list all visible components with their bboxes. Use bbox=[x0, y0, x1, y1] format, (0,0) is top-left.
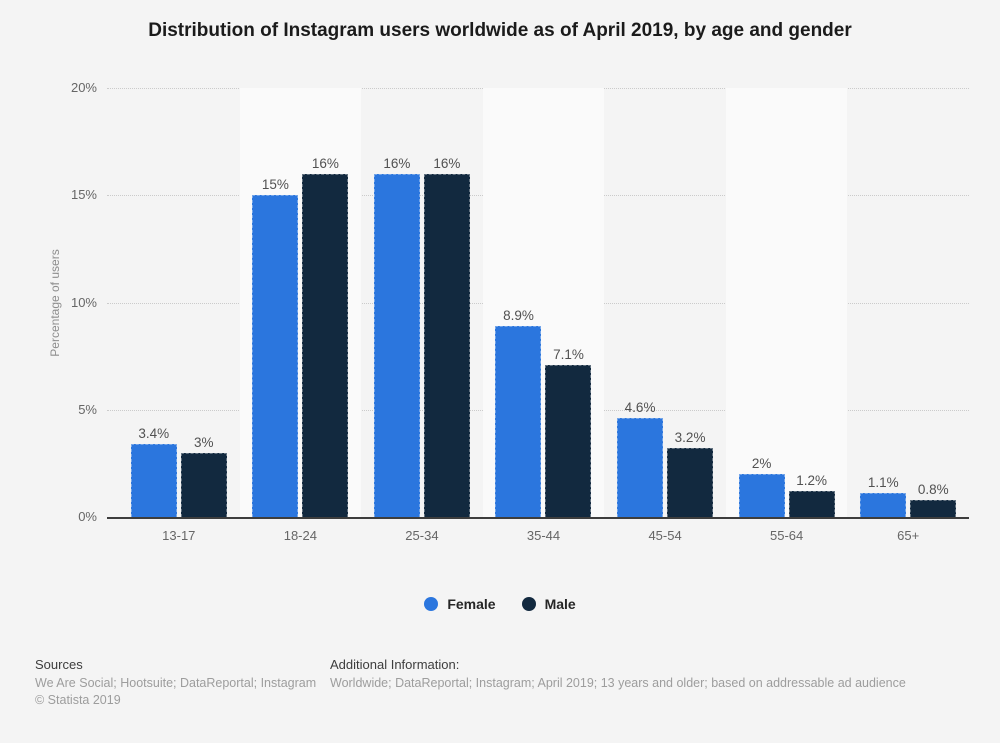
y-axis-tick-label: 15% bbox=[70, 187, 97, 203]
bar-value-label: 3% bbox=[194, 434, 214, 450]
bar-value-label: 8.9% bbox=[503, 308, 534, 324]
category-group-35-44: 35-44 8.9% 7.1% bbox=[482, 88, 605, 543]
legend-marker-male bbox=[521, 597, 536, 611]
additional-info-heading: Additional Information: bbox=[330, 657, 460, 672]
category-group-13-17: 13-17 3.4% 3% bbox=[118, 88, 240, 543]
bar-value-label: 7.1% bbox=[553, 346, 584, 362]
bar-male-45-54[interactable]: 3.2% bbox=[667, 430, 714, 517]
bar-male-65+[interactable]: 0.8% bbox=[910, 482, 957, 517]
legend-label: Female bbox=[447, 596, 496, 612]
plot-area: Percentage of users 0% 5% 10% 15% 20% 13-17 3.… bbox=[48, 80, 969, 543]
bar-value-label: 3.4% bbox=[138, 426, 170, 442]
bar-female-65+[interactable]: 1.1% bbox=[860, 475, 907, 517]
copyright-text: © Statista 2019 bbox=[35, 693, 121, 707]
bar-male-35-44[interactable]: 7.1% bbox=[545, 347, 592, 517]
bar-male-25-34[interactable]: 16% bbox=[423, 156, 470, 517]
y-axis-tick-label: 20% bbox=[70, 80, 97, 95]
x-axis-label: 25-34 bbox=[405, 528, 439, 543]
bar-female-13-17[interactable]: 3.4% bbox=[130, 426, 177, 517]
bar-value-label: 1.1% bbox=[867, 475, 899, 491]
legend-marker-female bbox=[424, 597, 439, 611]
bar-female-18-24[interactable]: 15% bbox=[252, 177, 299, 517]
category-group-45-54: 45-54 4.6% 3.2% bbox=[604, 88, 726, 543]
bar-value-label: 0.8% bbox=[917, 481, 949, 497]
bar-male-18-24[interactable]: 16% bbox=[302, 156, 349, 517]
y-axis-tick-label: 10% bbox=[70, 294, 97, 310]
sources-text: We Are Social; Hootsuite; DataReportal; … bbox=[35, 676, 317, 690]
legend-label: Male bbox=[544, 596, 576, 612]
bar-female-35-44[interactable]: 8.9% bbox=[495, 308, 542, 517]
x-axis-label: 13-17 bbox=[162, 528, 196, 543]
sources-block: Sources We Are Social; Hootsuite; DataRe… bbox=[35, 656, 316, 709]
category-group-25-34: 25-34 16% 16% bbox=[361, 88, 483, 543]
bar-female-25-34[interactable]: 16% bbox=[373, 156, 420, 517]
category-group-55-64: 55-64 2% 1.2% bbox=[725, 88, 848, 543]
bar-value-label: 2% bbox=[751, 456, 772, 472]
x-axis-label: 65+ bbox=[897, 528, 920, 543]
category-group-18-24: 18-24 15% 16% bbox=[239, 88, 362, 543]
bar-male-55-64[interactable]: 1.2% bbox=[788, 473, 835, 517]
bar-value-label: 16% bbox=[383, 155, 411, 171]
legend-item-female[interactable]: Female bbox=[424, 596, 496, 612]
x-axis-label: 35-44 bbox=[526, 528, 561, 543]
bar-value-label: 16% bbox=[433, 155, 461, 171]
y-axis-tick-label: 5% bbox=[78, 401, 97, 417]
legend-item-male[interactable]: Male bbox=[521, 596, 576, 612]
category-group-65+: 65+ 1.1% 0.8% bbox=[847, 88, 969, 543]
legend: Female Male bbox=[0, 596, 1000, 612]
y-axis-tick-label: 0% bbox=[78, 509, 97, 524]
bar-female-45-54[interactable]: 4.6% bbox=[617, 400, 664, 517]
bar-value-label: 16% bbox=[311, 155, 339, 171]
bar-value-label: 15% bbox=[261, 177, 289, 193]
category-cells: 13-17 3.4% 3% 18-24 15% 16% 25-34 16% 16% 35-44 8.… bbox=[118, 88, 969, 543]
x-axis-label: 45-54 bbox=[648, 528, 682, 543]
sources-heading: Sources bbox=[35, 657, 83, 672]
bar-value-label: 3.2% bbox=[674, 430, 706, 446]
bar-value-label: 4.6% bbox=[624, 400, 656, 416]
chart-title: Distribution of Instagram users worldwid… bbox=[148, 20, 852, 41]
additional-info-text: Worldwide; DataReportal; Instagram; Apri… bbox=[330, 676, 906, 690]
x-axis-label: 18-24 bbox=[283, 528, 317, 543]
additional-info-block: Additional Information: Worldwide; DataR… bbox=[330, 656, 906, 692]
bar-female-55-64[interactable]: 2% bbox=[738, 456, 785, 517]
bar-value-label: 1.2% bbox=[796, 473, 828, 489]
x-axis-label: 55-64 bbox=[770, 528, 804, 543]
bar-male-13-17[interactable]: 3% bbox=[180, 435, 227, 517]
